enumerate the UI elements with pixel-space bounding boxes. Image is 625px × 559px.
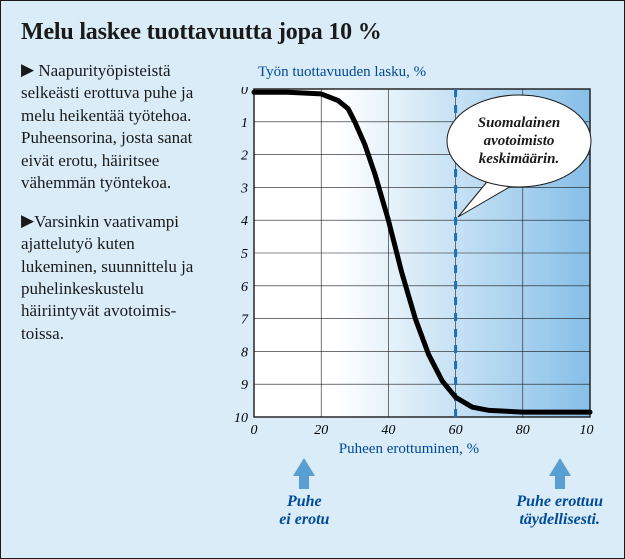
arrow-label: Puhe erottuutäydellisesti. xyxy=(500,493,620,530)
svg-text:avotoimisto: avotoimisto xyxy=(484,133,555,149)
svg-text:5: 5 xyxy=(241,247,248,262)
paragraph-1: Naapurityöpisteistä selkeästi erottuva p… xyxy=(21,61,193,192)
y-axis-label: Työn tuottavuuden lasku, % xyxy=(258,64,604,81)
paragraph-2: Varsinkin vaativampi ajattelutyö kuten l… xyxy=(21,212,193,343)
arrow-up-icon xyxy=(549,458,571,476)
svg-text:7: 7 xyxy=(241,313,249,328)
svg-text:4: 4 xyxy=(241,214,248,229)
svg-text:8: 8 xyxy=(241,345,248,360)
svg-text:60: 60 xyxy=(449,423,463,438)
body-text: ▶ Naapurityöpisteistä selkeästi erottuva… xyxy=(21,60,214,548)
svg-text:20: 20 xyxy=(314,423,328,438)
svg-text:6: 6 xyxy=(241,280,248,295)
svg-text:40: 40 xyxy=(381,423,395,438)
svg-text:2: 2 xyxy=(241,149,248,164)
arrow-annotations: Puheei erotu Puhe erottuutäydellisesti. xyxy=(224,458,604,548)
arrow-annotation: Puhe erottuutäydellisesti. xyxy=(500,458,620,530)
page-title: Melu laskee tuottavuutta jopa 10 % xyxy=(21,19,604,46)
svg-text:9: 9 xyxy=(241,378,248,393)
arrow-stem xyxy=(555,475,565,489)
arrow-label: Puheei erotu xyxy=(244,493,364,530)
svg-text:3: 3 xyxy=(240,181,248,196)
svg-text:0: 0 xyxy=(241,87,248,98)
svg-text:0: 0 xyxy=(251,423,258,438)
x-axis-label: Puheen erottuminen, % xyxy=(224,441,594,458)
chart-area: Työn tuottavuuden lasku, % Suomalainen av… xyxy=(214,60,604,548)
svg-text:10: 10 xyxy=(234,411,248,426)
svg-text:keskimäärin.: keskimäärin. xyxy=(479,151,559,167)
svg-text:80: 80 xyxy=(516,423,530,438)
arrow-annotation: Puheei erotu xyxy=(244,458,364,530)
svg-text:Suomalainen: Suomalainen xyxy=(478,115,561,131)
arrow-up-icon xyxy=(293,458,315,476)
svg-text:100: 100 xyxy=(580,423,595,438)
arrow-stem xyxy=(299,475,309,489)
plot: Suomalainenavotoimistokeskimäärin.020406… xyxy=(224,87,594,439)
svg-text:1: 1 xyxy=(241,116,248,131)
